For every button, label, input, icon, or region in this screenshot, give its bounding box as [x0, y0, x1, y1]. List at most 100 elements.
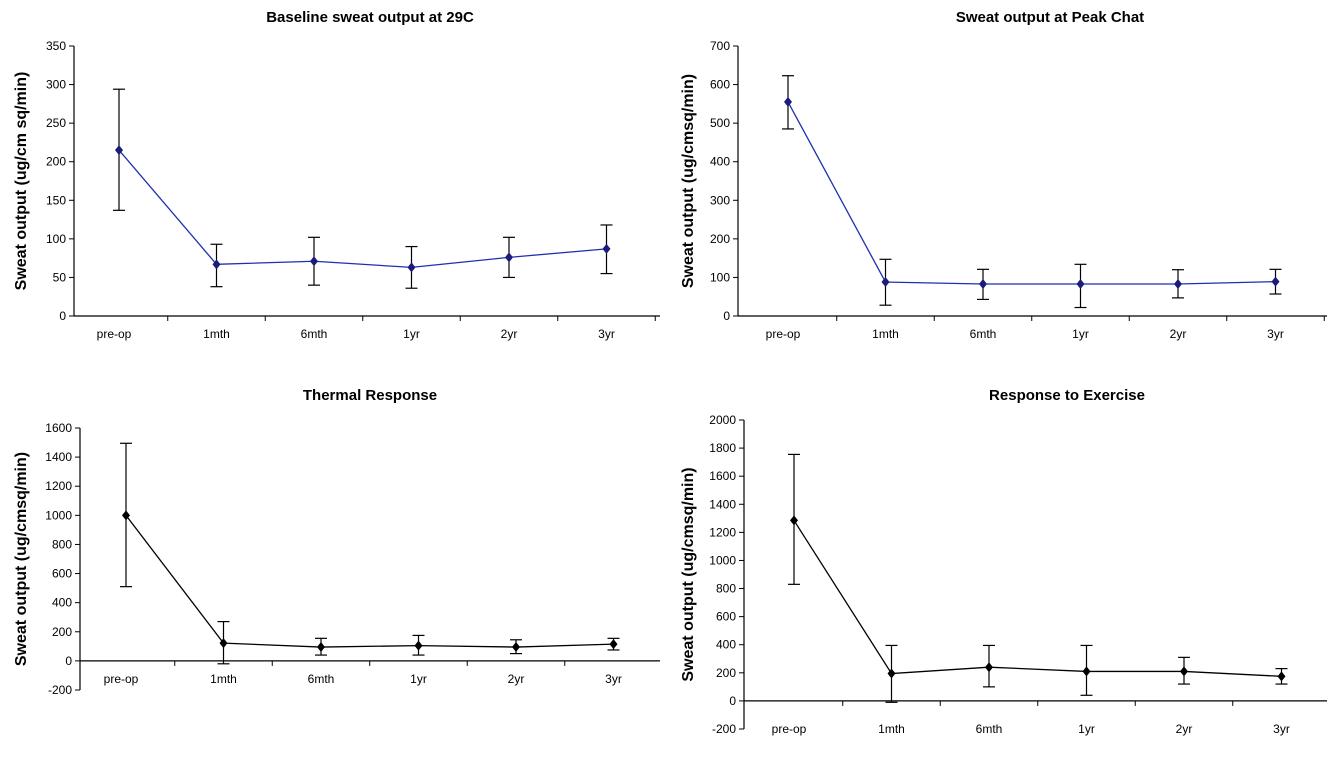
y-tick-label: 700	[710, 39, 730, 53]
x-tick-label: 1yr	[410, 672, 427, 686]
data-point	[1180, 666, 1188, 677]
x-tick-label: 6mth	[301, 327, 328, 341]
x-tick-label: pre-op	[772, 722, 807, 736]
y-tick-label: 1600	[45, 421, 72, 435]
data-point	[407, 262, 416, 273]
y-tick-label: 350	[46, 39, 66, 53]
data-point	[219, 638, 228, 649]
series-line	[125, 514, 614, 648]
y-tick-label: 800	[52, 537, 72, 551]
data-point	[505, 252, 513, 263]
data-point	[512, 642, 520, 653]
y-axis-label: Sweat output (ug/cmsq/min)	[680, 467, 697, 681]
x-tick-label: 1mth	[203, 327, 230, 341]
y-tick-label: 600	[52, 567, 72, 581]
y-axis-label: Sweat output (ug/cmsq/min)	[680, 74, 697, 288]
y-tick-label: 1400	[45, 450, 72, 464]
x-tick-label: pre-op	[97, 327, 132, 341]
y-tick-label: 400	[710, 155, 730, 169]
x-tick-label: 3yr	[605, 672, 622, 686]
y-tick-label: 400	[716, 638, 736, 652]
y-tick-label: 100	[710, 270, 730, 284]
y-tick-label: 0	[729, 694, 736, 708]
y-tick-label: 300	[46, 78, 66, 92]
y-tick-label: 200	[46, 155, 66, 169]
y-tick-label: 300	[710, 193, 730, 207]
chart-svg: Thermal Response Sweat output (ug/cmsq/mi…	[13, 387, 660, 697]
y-axis-label: Sweat output (ug/cm sq/min)	[13, 72, 30, 291]
series-line	[793, 520, 1282, 677]
chart-peak-chat: Sweat output at Peak Chat Sweat output (u…	[667, 0, 1334, 384]
data-point	[985, 662, 993, 673]
y-tick-label: 800	[716, 582, 736, 596]
data-point	[609, 639, 618, 650]
x-tick-label: 1mth	[872, 327, 899, 341]
data-point	[784, 96, 792, 107]
y-tick-label: 600	[710, 78, 730, 92]
data-point	[887, 668, 896, 679]
series-line	[118, 149, 607, 269]
chart-thermal-response: Thermal Response Sweat output (ug/cmsq/mi…	[0, 384, 667, 768]
y-tick-label: 1400	[709, 497, 736, 511]
chart-title: Thermal Response	[303, 387, 437, 404]
data-point	[1082, 666, 1091, 677]
x-tick-label: 1yr	[403, 327, 420, 341]
data-point	[310, 256, 318, 267]
data-point	[1277, 671, 1286, 682]
data-point	[881, 277, 890, 288]
data-point	[115, 145, 123, 156]
data-point	[317, 642, 325, 653]
data-point	[212, 259, 221, 270]
y-tick-label: 0	[723, 309, 730, 323]
data-point	[1076, 278, 1085, 289]
y-tick-label: 0	[65, 654, 72, 668]
y-tick-label: 2000	[709, 413, 736, 427]
chart-exercise-response: Response to Exercise Sweat output (ug/cms…	[667, 384, 1334, 768]
y-tick-label: 200	[52, 625, 72, 639]
y-tick-label: 150	[46, 193, 66, 207]
chart-title: Response to Exercise	[989, 387, 1145, 404]
x-tick-label: 2yr	[1176, 722, 1193, 736]
chart-svg: Baseline sweat output at 29C Sweat output…	[13, 9, 660, 341]
x-tick-label: 1yr	[1078, 722, 1095, 736]
y-tick-label: 500	[710, 116, 730, 130]
series-line	[787, 101, 1276, 285]
y-tick-label: 250	[46, 116, 66, 130]
y-tick-label: -200	[712, 722, 736, 736]
chart-svg: Response to Exercise Sweat output (ug/cms…	[680, 387, 1327, 736]
y-tick-label: 1000	[45, 508, 72, 522]
x-tick-label: 2yr	[1170, 327, 1187, 341]
data-point	[1174, 278, 1182, 289]
y-tick-label: 400	[52, 596, 72, 610]
y-tick-label: -200	[48, 683, 72, 697]
y-tick-label: 1200	[45, 479, 72, 493]
data-point	[414, 640, 423, 651]
data-point	[790, 515, 798, 526]
x-tick-label: pre-op	[766, 327, 801, 341]
x-tick-label: 3yr	[1267, 327, 1284, 341]
y-tick-label: 50	[53, 270, 67, 284]
y-tick-label: 200	[710, 232, 730, 246]
data-point	[602, 243, 611, 254]
chart-title: Sweat output at Peak Chat	[956, 9, 1144, 26]
chart-svg: Sweat output at Peak Chat Sweat output (u…	[680, 9, 1327, 341]
x-tick-label: 3yr	[598, 327, 615, 341]
x-tick-label: 1mth	[878, 722, 905, 736]
chart-title: Baseline sweat output at 29C	[266, 9, 474, 26]
y-tick-label: 1800	[709, 441, 736, 455]
x-tick-label: 3yr	[1273, 722, 1290, 736]
y-tick-label: 200	[716, 666, 736, 680]
x-tick-label: 6mth	[970, 327, 997, 341]
data-point	[979, 278, 987, 289]
y-tick-label: 100	[46, 232, 66, 246]
x-tick-label: pre-op	[104, 672, 139, 686]
x-tick-label: 6mth	[308, 672, 335, 686]
y-tick-label: 0	[59, 309, 66, 323]
x-tick-label: 2yr	[501, 327, 518, 341]
x-tick-label: 2yr	[508, 672, 525, 686]
x-tick-label: 1mth	[210, 672, 237, 686]
y-tick-label: 1600	[709, 469, 736, 483]
y-tick-label: 1000	[709, 553, 736, 567]
x-tick-label: 1yr	[1072, 327, 1089, 341]
data-point	[1271, 276, 1280, 287]
